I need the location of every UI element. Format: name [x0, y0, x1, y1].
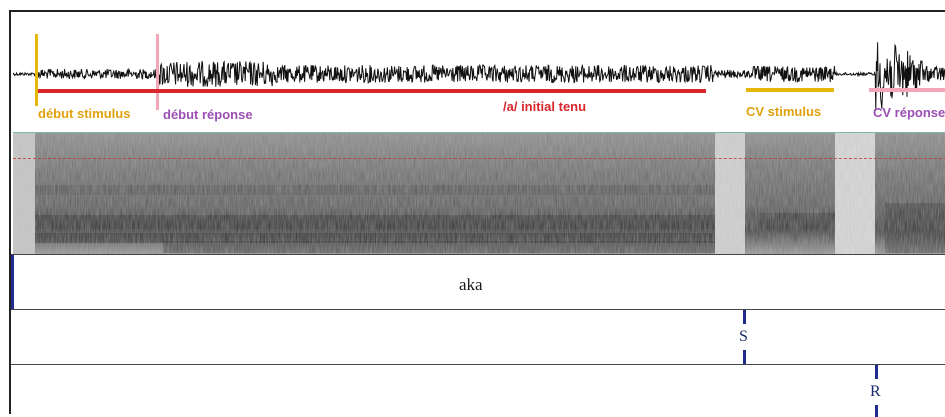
spectrogram [13, 133, 945, 255]
waveform-panel[interactable]: début stimulus début réponse /a/ initial… [13, 14, 945, 134]
tier-stimulus[interactable]: S [11, 309, 945, 365]
praat-editor-frame: début stimulus début réponse /a/ initial… [9, 10, 945, 417]
spectrogram-cursor-line [13, 158, 945, 159]
label-debut-reponse: début réponse [163, 107, 253, 122]
tier-word[interactable]: aka [11, 254, 945, 311]
stimulus-marker-label: S [739, 328, 748, 345]
stimulus-point-top[interactable] [743, 310, 746, 324]
cv-response-span [869, 88, 945, 92]
response-marker-label: R [870, 383, 881, 400]
stimulus-onset-marker [35, 34, 38, 106]
label-cv-stimulus: CV stimulus [746, 104, 822, 119]
stimulus-point-bottom[interactable] [743, 350, 746, 364]
spectrogram-panel[interactable] [13, 133, 945, 255]
initial-a-span [38, 89, 706, 93]
cv-stimulus-span [746, 88, 834, 92]
response-point-bottom[interactable] [875, 405, 878, 417]
tier-word-label: aka [459, 275, 483, 294]
label-a-initial: /a/ initial tenu [503, 99, 587, 114]
tier-boundary-start[interactable] [11, 255, 14, 311]
label-debut-stimulus: début stimulus [38, 106, 131, 121]
response-onset-marker [156, 34, 159, 110]
tier-response[interactable]: R [11, 364, 945, 417]
response-point-top[interactable] [875, 365, 878, 379]
label-cv-reponse: CV réponse [873, 105, 945, 120]
waveform [13, 34, 945, 111]
panel-separator [13, 132, 945, 133]
waveform-trace [13, 42, 945, 111]
